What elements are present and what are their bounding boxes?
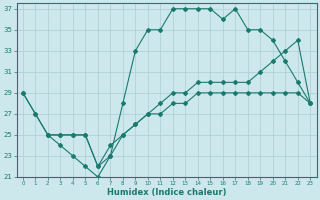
X-axis label: Humidex (Indice chaleur): Humidex (Indice chaleur)	[107, 188, 226, 197]
